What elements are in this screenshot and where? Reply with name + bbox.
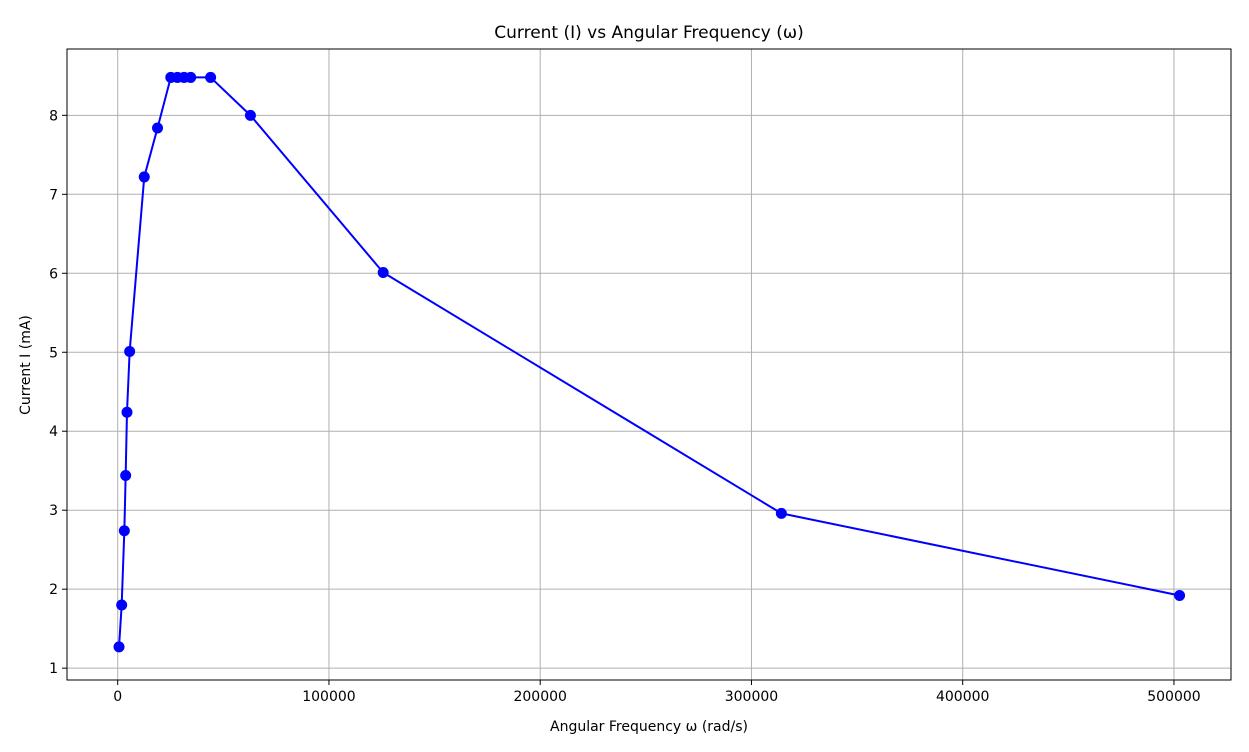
data-point — [124, 345, 136, 357]
y-tick-label: 2 — [49, 582, 58, 598]
data-point — [138, 171, 150, 183]
y-tick-label: 7 — [49, 187, 58, 203]
data-point — [120, 469, 132, 481]
data-point — [113, 641, 125, 653]
x-tick-label: 0 — [113, 689, 122, 705]
y-tick-label: 1 — [49, 661, 58, 677]
grid-lines — [67, 49, 1231, 680]
y-tick-label: 8 — [49, 108, 58, 124]
data-point — [152, 122, 164, 134]
plot-area-background — [67, 49, 1231, 680]
data-point — [1174, 589, 1186, 601]
plot-area-frame — [66, 48, 1232, 681]
x-tick-label: 200000 — [513, 689, 566, 705]
y-axis-label: Current I (mA) — [18, 315, 34, 415]
chart-title: Current (I) vs Angular Frequency (ω) — [494, 23, 804, 43]
x-tick-label: 500000 — [1147, 689, 1200, 705]
x-tick-label: 100000 — [302, 689, 355, 705]
y-tick-label: 6 — [49, 266, 58, 282]
data-point — [185, 71, 197, 83]
data-point — [244, 109, 256, 121]
data-point — [121, 406, 133, 418]
series-layer — [113, 71, 1186, 653]
x-tick-label: 300000 — [725, 689, 778, 705]
data-point — [205, 71, 217, 83]
data-point — [377, 266, 389, 278]
data-point — [116, 599, 128, 611]
data-point — [118, 525, 130, 537]
axis-ticks: 0 100000 200000 300000 400000 500000 1 2 3 4 5 6 7 8 — [49, 108, 1201, 705]
x-tick-label: 400000 — [936, 689, 989, 705]
data-point — [775, 507, 787, 519]
y-tick-label: 3 — [49, 503, 58, 519]
y-tick-label: 4 — [49, 424, 58, 440]
x-axis-label: Angular Frequency ω (rad/s) — [550, 719, 748, 735]
y-tick-label: 5 — [49, 345, 58, 361]
